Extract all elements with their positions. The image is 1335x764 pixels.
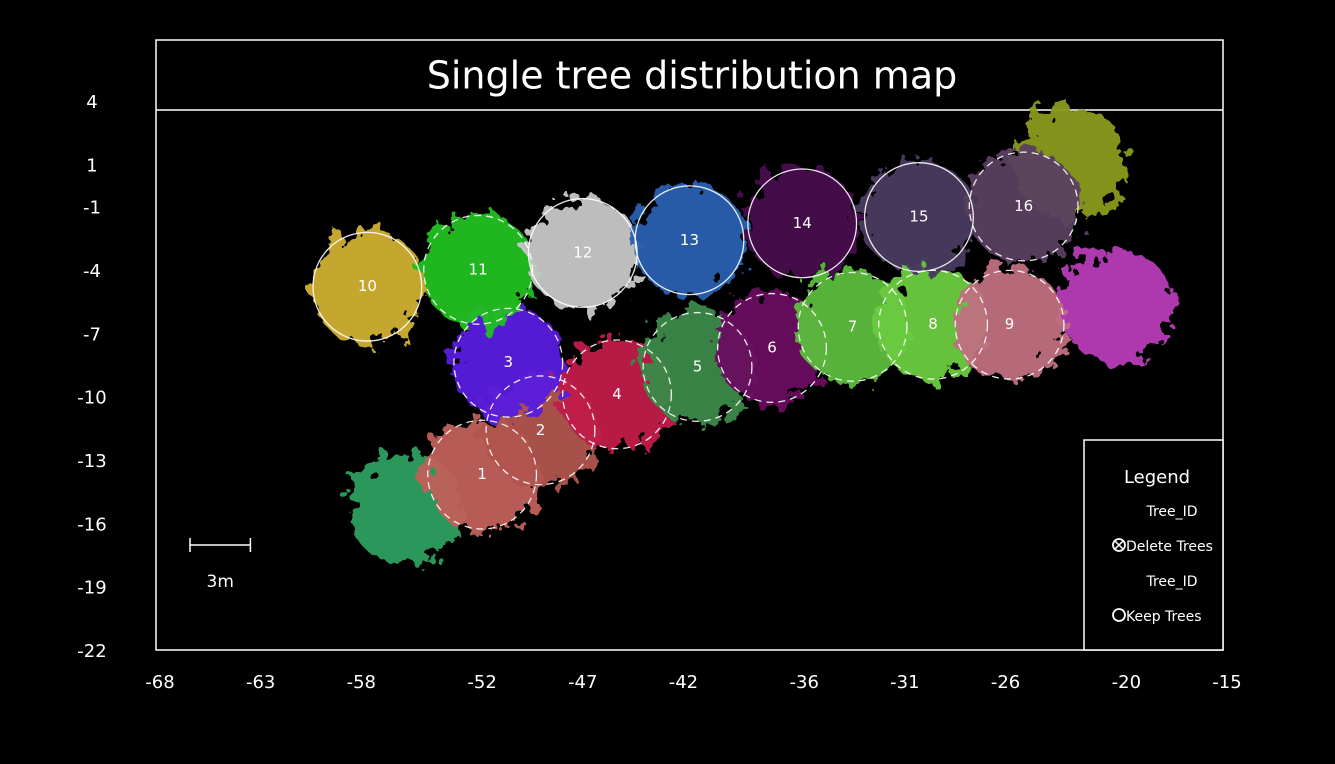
tree-id: 11: [469, 260, 488, 278]
y-tick-label: -16: [77, 514, 106, 535]
tree-crown: [525, 195, 640, 310]
y-tick-label: -1: [83, 198, 101, 219]
tree-id: 16: [1014, 197, 1033, 215]
tree-circle: [312, 231, 423, 342]
chart-title: Single tree distribution map: [427, 54, 957, 98]
legend-symbol-label: Keep Trees: [1126, 609, 1202, 625]
tree-crown: [745, 166, 860, 281]
tree-crown: [1059, 248, 1174, 363]
tree-circle: [427, 419, 538, 530]
tree-id: 15: [909, 208, 928, 226]
tree-crown: [966, 149, 1081, 264]
legend-symbol: [1112, 538, 1126, 552]
y-tick-label: -19: [77, 578, 106, 599]
tree-id: 8: [928, 315, 938, 333]
x-tick-label: -31: [890, 672, 919, 693]
tree-circle: [453, 307, 564, 418]
x-tick-label: -20: [1112, 672, 1141, 693]
tree-circle: [954, 269, 1065, 380]
tree-circle: [423, 214, 534, 325]
x-tick-label: -58: [347, 672, 376, 693]
tree-circle: [878, 269, 989, 380]
x-tick-label: -52: [467, 672, 496, 693]
x-tick-label: -63: [246, 672, 275, 693]
y-tick-label: -13: [77, 451, 106, 472]
tree-id: 4: [612, 385, 622, 403]
tree-id: 6: [767, 338, 777, 356]
x-tick-label: -36: [790, 672, 819, 693]
tree-id: 5: [693, 357, 703, 375]
legend-symbol: [1112, 608, 1126, 622]
scale-bar-label: 3m: [207, 572, 234, 592]
tree-crown: [632, 183, 747, 298]
x-tick-label: -15: [1212, 672, 1241, 693]
x-tick-label: -26: [991, 672, 1020, 693]
y-tick-label: -7: [83, 324, 101, 345]
tree-crown: [861, 159, 977, 275]
tree-circle: [561, 339, 673, 450]
tree-crown: [795, 269, 910, 384]
tree-id: 13: [680, 231, 699, 249]
tree-circle: [968, 151, 1079, 262]
tree-circle: [634, 185, 745, 296]
tree-id: 1: [477, 465, 487, 483]
tree-circle: [717, 292, 828, 403]
y-tick-label: 4: [86, 92, 97, 113]
tree-crown: [310, 229, 425, 344]
x-tick-label: -42: [669, 672, 698, 693]
tree-circle: [485, 375, 596, 486]
tree-circle: [747, 168, 858, 279]
tree-circle: [797, 271, 908, 382]
y-tick-label: -4: [83, 261, 101, 282]
tree-crown: [451, 305, 566, 420]
legend-box: [1083, 439, 1224, 651]
tree-circle: [863, 162, 974, 273]
tree-id: 10: [358, 277, 377, 295]
tree-id: 14: [793, 214, 812, 232]
crowns: [310, 105, 1174, 566]
tree-id: 9: [1005, 315, 1015, 333]
tree-id: 12: [573, 243, 592, 261]
x-tick-label: -68: [145, 672, 174, 693]
legend-symbol-label: Delete Trees: [1126, 539, 1213, 555]
frame: [155, 39, 1224, 651]
x-tick-label: -47: [568, 672, 597, 693]
legend-label: Tree_ID: [1145, 574, 1197, 590]
y-tick-label: -10: [77, 388, 106, 409]
y-tick-label: 1: [86, 155, 97, 176]
tree-circle: [642, 311, 753, 422]
y-tick-label: -22: [77, 641, 106, 662]
legend-label: Tree_ID: [1145, 504, 1197, 520]
legend-title: Legend: [1124, 467, 1190, 488]
tree-crown: [952, 267, 1067, 382]
tree-id: 2: [536, 421, 546, 439]
tree-id: 3: [504, 353, 514, 371]
legend-cross: [1114, 540, 1124, 550]
tree-crown: [421, 212, 536, 327]
tree-id: 7: [848, 317, 858, 335]
